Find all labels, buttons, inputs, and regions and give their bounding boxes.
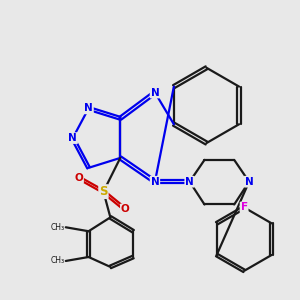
Text: N: N [245,177,254,187]
Text: CH₃: CH₃ [50,256,64,266]
Text: O: O [74,173,83,183]
Text: N: N [84,103,93,113]
Text: N: N [68,133,77,143]
Text: F: F [241,202,248,212]
Text: N: N [151,88,159,98]
Text: N: N [151,177,159,187]
Text: S: S [99,185,108,198]
Text: CH₃: CH₃ [50,223,64,232]
Text: N: N [185,177,194,187]
Text: O: O [121,204,130,214]
